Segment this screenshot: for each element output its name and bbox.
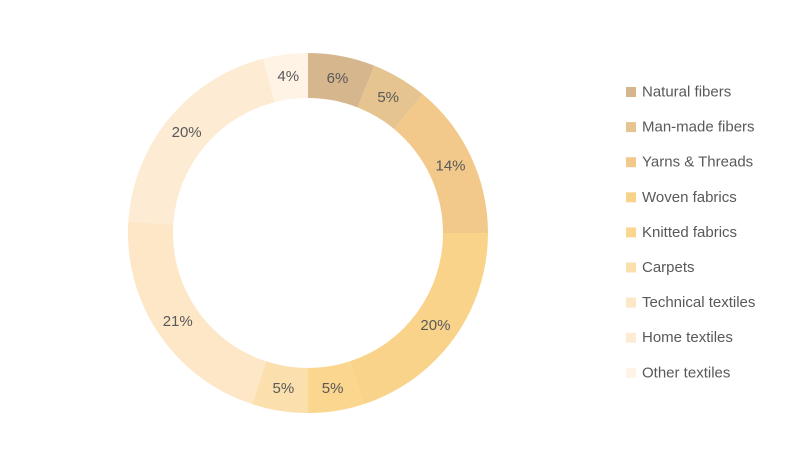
slice-knitted-fabrics (308, 361, 364, 413)
legend-label-carpets: Carpets (642, 259, 695, 276)
legend-swatch-carpets (626, 262, 636, 273)
slice-man-made-fibers (357, 65, 423, 129)
legend-label-knitted-fabrics: Knitted fabrics (642, 224, 737, 241)
data-label-carpets: 5% (273, 380, 295, 397)
data-label-home-textiles: 20% (172, 124, 202, 141)
donut-slices (128, 53, 488, 413)
slice-yarns-and-threads (394, 94, 488, 233)
legend-label-technical-textiles: Technical textiles (642, 294, 755, 311)
legend-swatch-other-textiles (626, 367, 636, 378)
legend-label-natural-fibers: Natural fibers (642, 84, 731, 101)
donut-data-labels: 6% 5% 14% 20% 5% 5% 21% 20% 4% (163, 68, 466, 397)
legend-swatch-man-made-fibers (626, 122, 636, 133)
data-label-technical-textiles: 21% (163, 313, 193, 330)
data-label-other-textiles: 4% (277, 68, 299, 85)
slice-technical-textiles (128, 221, 267, 405)
data-label-knitted-fabrics: 5% (322, 380, 344, 397)
legend-swatch-knitted-fabrics (626, 227, 636, 238)
data-label-natural-fibers: 6% (327, 70, 349, 87)
legend-label-other-textiles: Other textiles (642, 364, 730, 381)
legend-swatch-home-textiles (626, 332, 636, 343)
legend-label-home-textiles: Home textiles (642, 329, 733, 346)
legend-swatch-technical-textiles (626, 297, 636, 308)
slice-carpets (252, 361, 308, 413)
data-label-man-made-fibers: 5% (377, 89, 399, 106)
legend-label-woven-fabrics: Woven fabrics (642, 189, 737, 206)
data-label-woven-fabrics: 20% (420, 317, 450, 334)
legend-swatch-woven-fabrics (626, 192, 636, 203)
legend-swatch-yarns-and-threads (626, 157, 636, 168)
slice-home-textiles (128, 58, 275, 225)
legend-label-yarns-and-threads: Yarns & Threads (642, 154, 753, 171)
data-label-yarns-and-threads: 14% (435, 157, 465, 174)
slice-woven-fabrics (349, 233, 488, 405)
chart-legend: Natural fibers Man-made fibers Yarns & Thr… (626, 84, 755, 381)
legend-swatch-natural-fibers (626, 87, 636, 97)
legend-label-man-made-fibers: Man-made fibers (642, 119, 755, 136)
slice-natural-fibers (308, 53, 375, 108)
slice-other-textiles (263, 53, 308, 103)
